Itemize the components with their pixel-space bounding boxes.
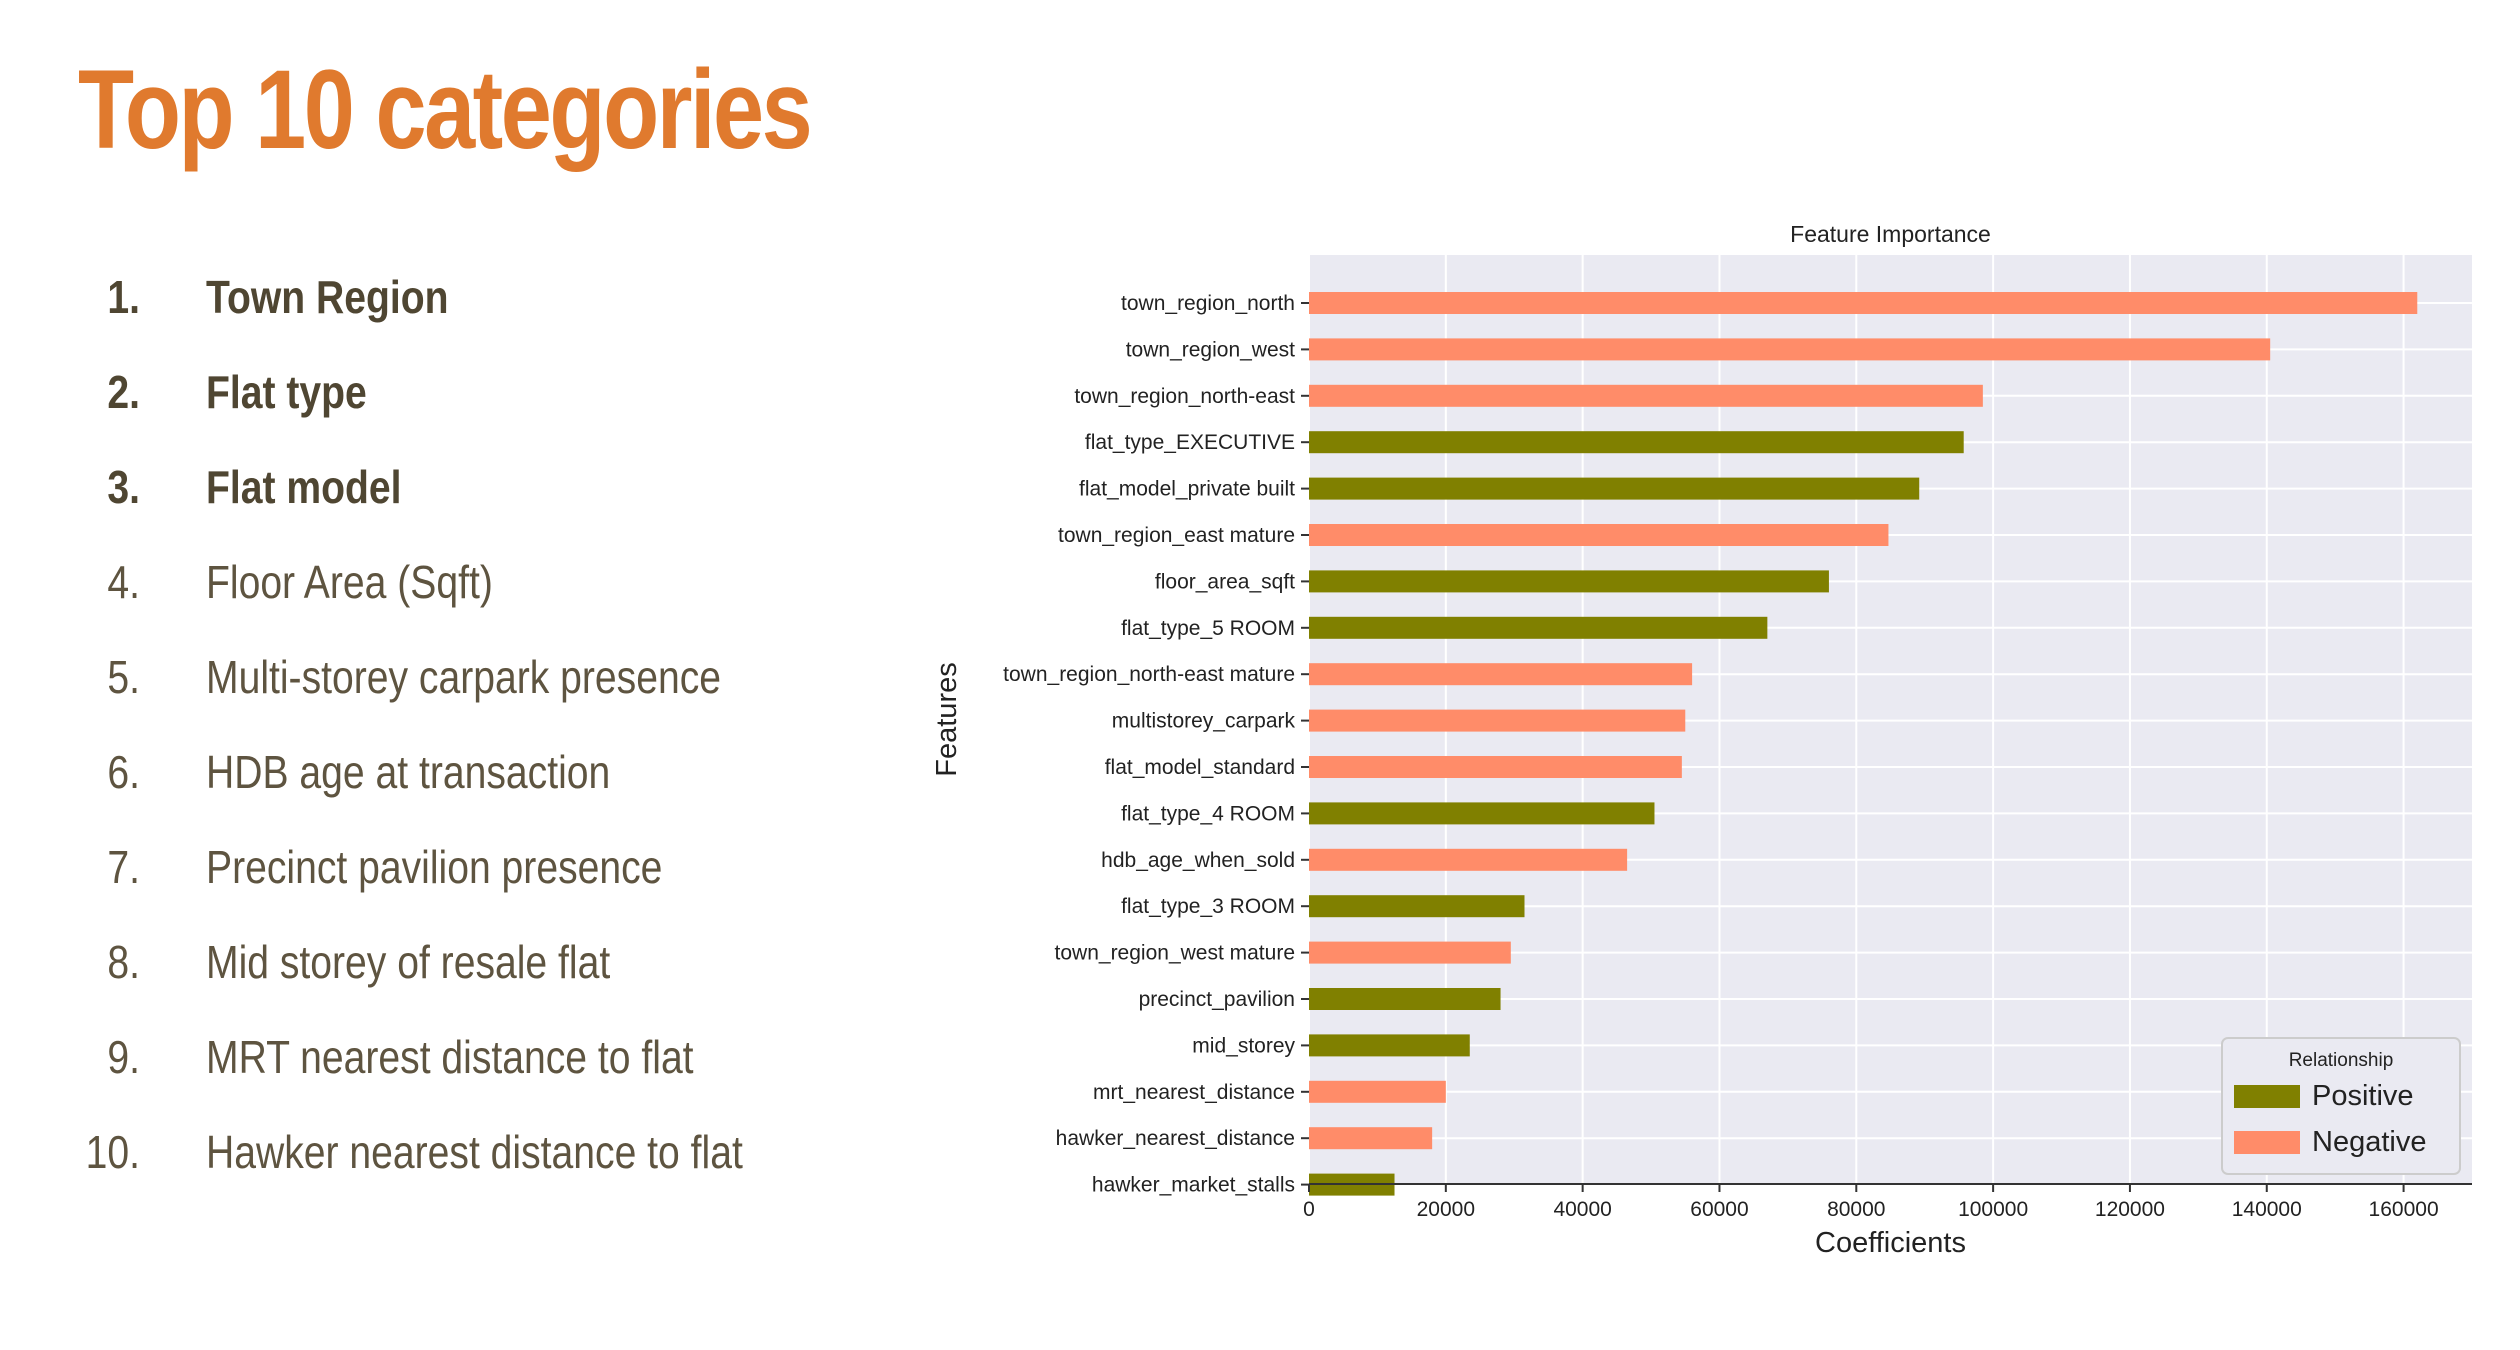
category-item: 2. Flat type (0, 345, 900, 440)
chart-title: Feature Importance (1790, 221, 1991, 247)
category-number: 4. (107, 556, 140, 608)
y-tick-label: flat_type_4 ROOM (1121, 802, 1295, 825)
bar (1309, 292, 2418, 314)
bar (1309, 338, 2271, 361)
category-item: 10. Hawker nearest distance to flat (0, 1105, 900, 1200)
bar (1309, 895, 1525, 918)
bar (1309, 570, 1829, 593)
category-number: 7. (107, 841, 140, 893)
category-number: 8. (107, 936, 140, 988)
category-number: 1. (107, 271, 140, 323)
bar (1309, 1127, 1433, 1150)
y-axis-label: Features (931, 662, 963, 776)
category-number: 10. (85, 1126, 140, 1178)
legend-swatch (2234, 1131, 2300, 1154)
y-tick-label: town_region_north-east (1074, 385, 1295, 408)
slide-title: Top 10 categories (78, 47, 813, 172)
x-tick-label: 0 (1303, 1198, 1315, 1221)
category-label: Mid storey of resale flat (206, 936, 611, 988)
category-label: Multi-storey carpark presence (206, 651, 722, 703)
legend-title: Relationship (2289, 1050, 2394, 1071)
category-item: 8. Mid storey of resale flat (0, 915, 900, 1010)
feature-importance-chart: town_region_north town_region_west town_re… (931, 221, 2472, 1259)
x-tick-label: 160000 (2369, 1198, 2439, 1221)
y-tick-label: precinct_pavilion (1139, 988, 1295, 1011)
y-tick-label: mid_storey (1192, 1034, 1295, 1057)
y-tick-label: flat_model_private built (1079, 478, 1295, 501)
y-tick-label: town_region_north (1121, 292, 1295, 315)
bar (1309, 477, 1920, 500)
x-tick-label: 120000 (2095, 1198, 2165, 1221)
legend: Relationship Positive Negative (2221, 1037, 2461, 1175)
category-item: 7. Precinct pavilion presence (0, 820, 900, 915)
category-label: MRT nearest distance to flat (206, 1031, 694, 1083)
x-tick-label: 60000 (1690, 1198, 1748, 1221)
x-tick-label: 100000 (1958, 1198, 2028, 1221)
y-tick-label: flat_model_standard (1105, 756, 1295, 779)
bar (1309, 988, 1501, 1010)
y-tick-label: flat_type_5 ROOM (1121, 617, 1295, 640)
bar (1309, 709, 1686, 732)
bar (1309, 1080, 1446, 1103)
y-tick-label: hawker_market_stalls (1092, 1174, 1295, 1197)
x-tick-label: 80000 (1827, 1198, 1885, 1221)
x-tick-label: 140000 (2232, 1198, 2302, 1221)
bar (1309, 848, 1628, 871)
y-tick-label: flat_type_EXECUTIVE (1085, 431, 1295, 454)
category-label: Hawker nearest distance to flat (206, 1126, 743, 1178)
bar (1309, 524, 1889, 546)
bar (1309, 802, 1655, 825)
category-item: 5. Multi-storey carpark presence (0, 630, 900, 725)
category-number: 2. (107, 366, 140, 418)
category-label: Flat model (206, 461, 402, 513)
bar (1309, 663, 1693, 686)
x-tick-label: 40000 (1553, 1198, 1611, 1221)
bar (1309, 431, 1964, 454)
category-item: 4. Floor Area (Sqft) (0, 535, 900, 630)
y-tick-label: hdb_age_when_sold (1101, 849, 1295, 872)
category-number: 9. (107, 1031, 140, 1083)
y-tick-label: hawker_nearest_distance (1056, 1127, 1295, 1150)
x-axis-label: Coefficients (1815, 1227, 1966, 1259)
category-item: 9. MRT nearest distance to flat (0, 1010, 900, 1105)
legend-swatch (2234, 1085, 2300, 1108)
x-tick-label: 20000 (1417, 1198, 1475, 1221)
bar (1309, 616, 1768, 639)
category-number: 3. (107, 461, 140, 513)
category-label: Town Region (206, 271, 449, 323)
bar (1309, 756, 1682, 778)
category-item: 1. Town Region (0, 250, 900, 345)
y-tick-label: flat_type_3 ROOM (1121, 895, 1295, 918)
category-number: 6. (107, 746, 140, 798)
legend-label: Negative (2312, 1126, 2426, 1158)
category-label: Floor Area (Sqft) (206, 556, 493, 608)
category-label: Flat type (206, 366, 367, 418)
category-item: 3. Flat model (0, 440, 900, 535)
category-label: HDB age at transaction (206, 746, 611, 798)
y-tick-label: town_region_north-east mature (1003, 663, 1295, 686)
y-tick-label: multistorey_carpark (1112, 710, 1296, 733)
y-tick-label: town_region_east mature (1058, 524, 1295, 547)
category-item: 6. HDB age at transaction (0, 725, 900, 820)
category-number: 5. (107, 651, 140, 703)
y-tick-label: town_region_west mature (1055, 942, 1295, 965)
y-tick-label: mrt_nearest_distance (1093, 1081, 1295, 1104)
y-tick-label: floor_area_sqft (1155, 570, 1295, 593)
bar (1309, 941, 1511, 964)
category-label: Precinct pavilion presence (206, 841, 663, 893)
y-tick-label: town_region_west (1126, 338, 1295, 361)
category-list: 1. Town Region 2. Flat type 3. Flat model 4. Fl… (0, 250, 900, 1200)
bar (1309, 384, 1983, 407)
bar (1309, 1034, 1470, 1057)
legend-label: Positive (2312, 1080, 2414, 1112)
